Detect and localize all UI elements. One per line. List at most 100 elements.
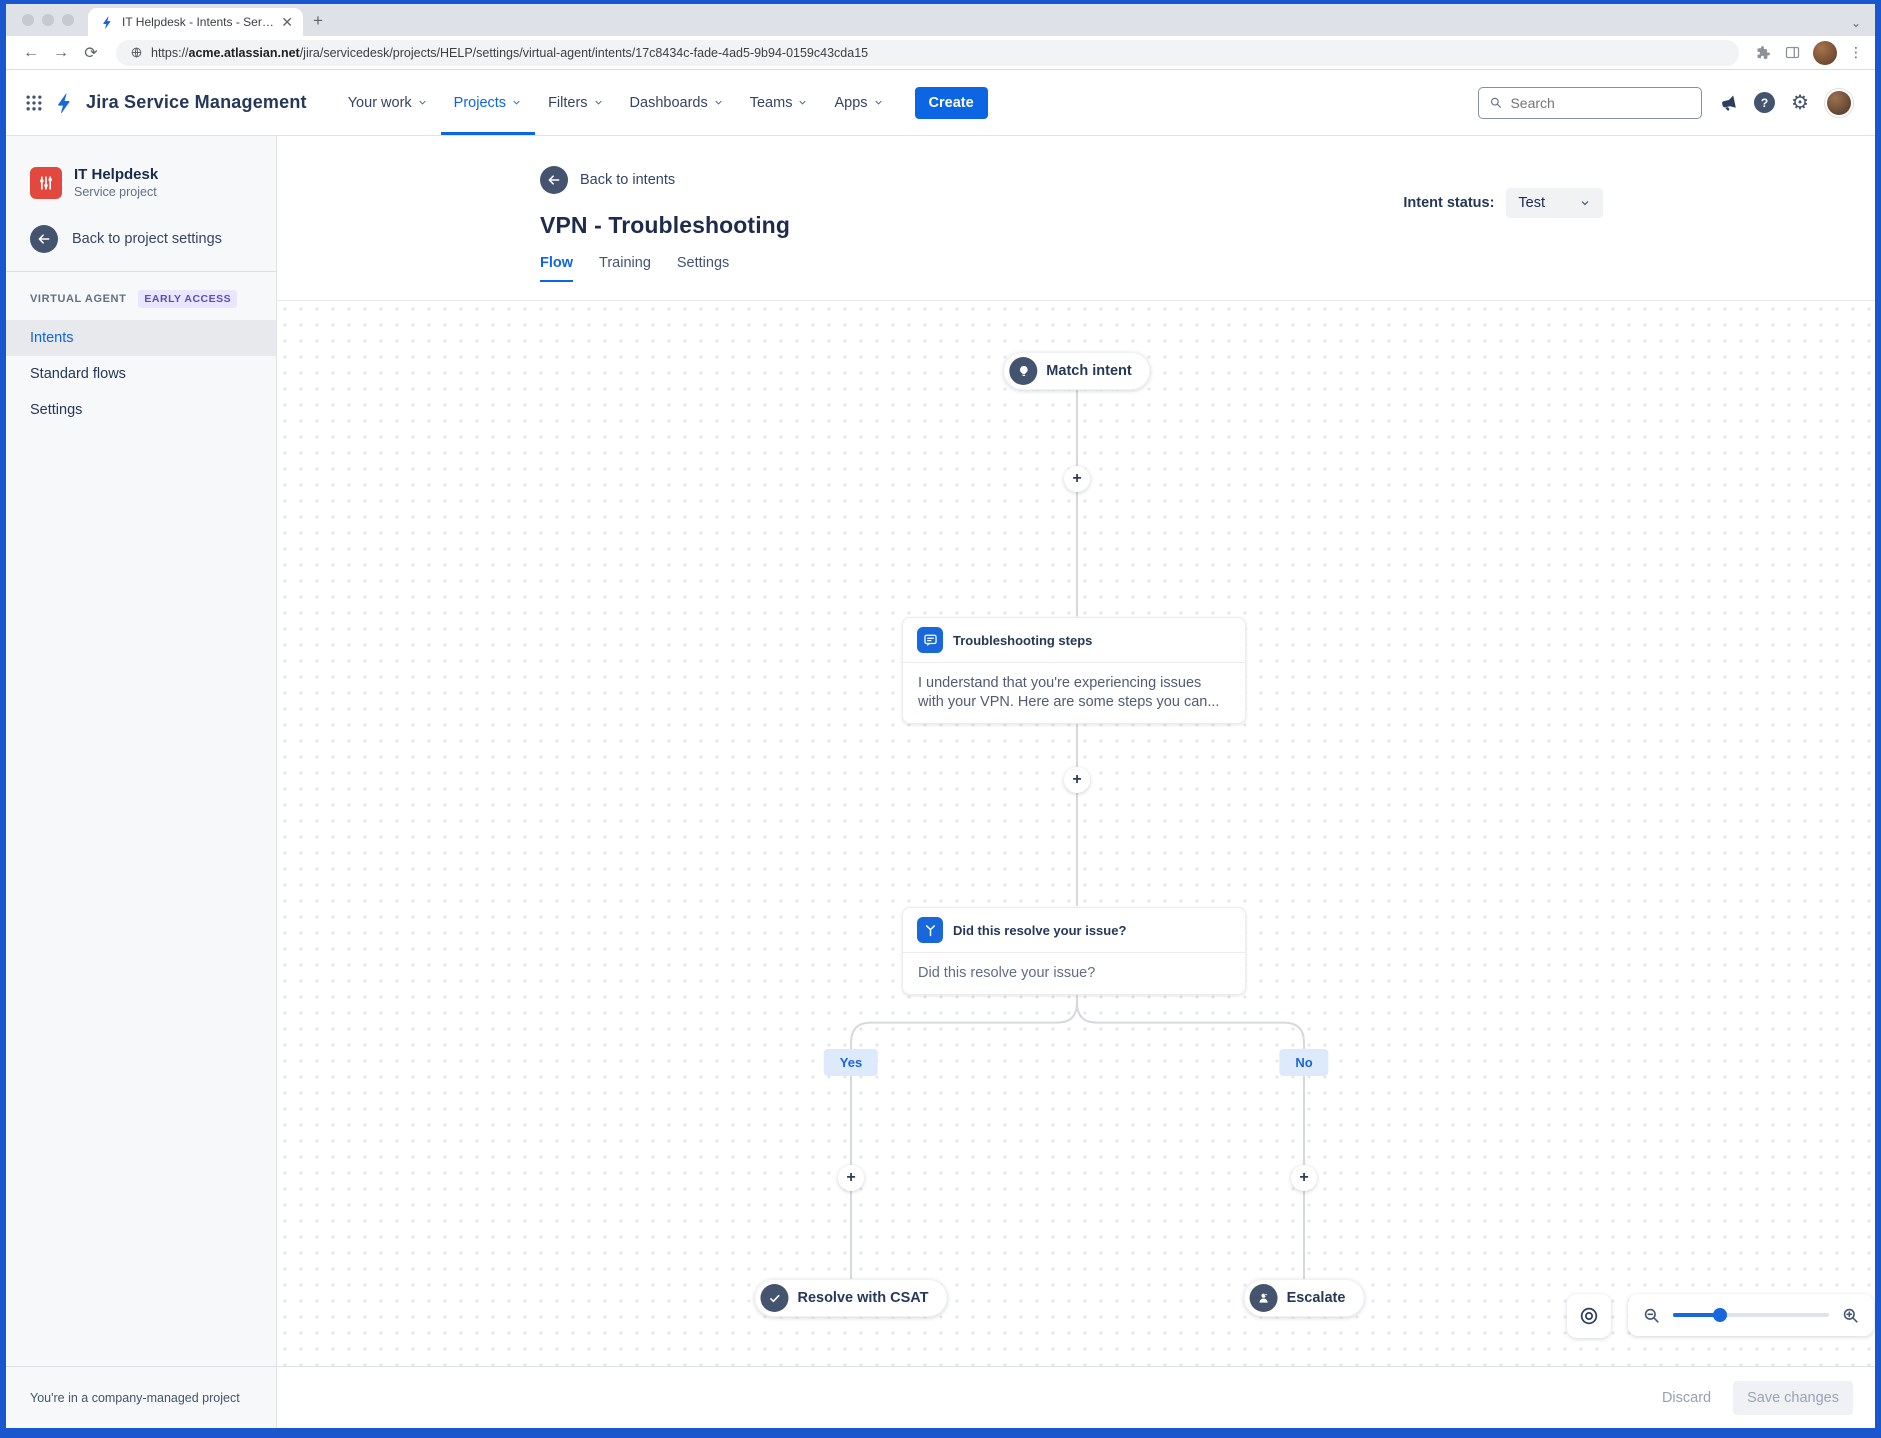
nav-your-work[interactable]: Your work (335, 70, 441, 135)
tab-training[interactable]: Training (599, 255, 651, 271)
tab-close-icon[interactable]: ✕ (281, 14, 293, 30)
jira-logo-icon (58, 93, 70, 113)
add-step-button[interactable]: + (1064, 767, 1090, 793)
tab-search-chevron-icon[interactable]: ⌄ (1850, 16, 1861, 30)
chevron-down-icon (715, 100, 722, 105)
favicon-jira-icon (103, 16, 111, 29)
create-button[interactable]: Create (914, 86, 988, 119)
globe-icon (131, 47, 142, 58)
chevron-down-icon (874, 100, 882, 105)
settings-gear-icon[interactable]: ⚙ (1791, 91, 1809, 114)
tab-flow[interactable]: Flow (540, 255, 574, 282)
search-icon (1491, 97, 1502, 108)
tab-settings[interactable]: Settings (676, 255, 730, 271)
card-title: Troubleshooting steps (953, 632, 1093, 648)
save-bar: Discard Save changes (277, 1366, 1875, 1428)
project-sidebar: IT Helpdesk Service project Back to proj… (6, 136, 277, 1428)
toolbar-actions: ⋮ (1751, 40, 1863, 65)
chevron-down-icon (1581, 201, 1589, 206)
nav-teams[interactable]: Teams (737, 70, 822, 135)
nav-apps[interactable]: Apps (821, 70, 896, 135)
discard-button[interactable]: Discard (1650, 1381, 1723, 1415)
branch-icon (917, 917, 943, 943)
app-header: Jira Service Management Your work Projec… (6, 70, 1875, 136)
arrow-left-icon (540, 166, 568, 194)
zoom-slider[interactable] (1673, 1308, 1829, 1322)
back-to-project-settings-link[interactable]: Back to project settings (6, 217, 276, 271)
add-step-button[interactable]: + (1064, 466, 1090, 492)
browser-menu-icon[interactable]: ⋮ (1849, 44, 1863, 60)
chevron-down-icon (419, 100, 426, 105)
chevron-down-icon (513, 100, 520, 105)
window-close-button[interactable] (22, 14, 34, 26)
browser-profile-avatar[interactable] (1813, 40, 1837, 65)
nav-projects[interactable]: Projects (440, 70, 536, 135)
add-step-button[interactable]: + (1291, 1165, 1317, 1191)
node-match-intent[interactable]: Match intent (1003, 352, 1151, 390)
node-troubleshooting-steps[interactable]: Troubleshooting steps I understand that … (902, 617, 1246, 725)
intent-status: Intent status: Test (1403, 188, 1603, 218)
save-changes-button[interactable]: Save changes (1733, 1380, 1853, 1415)
tab-title: IT Helpdesk - Intents - Service (122, 15, 275, 29)
sidebar-item-settings[interactable]: Settings (30, 402, 83, 418)
back-icon[interactable]: ← (23, 43, 39, 61)
project-managed-note: You're in a company-managed project (6, 1366, 276, 1428)
user-avatar[interactable] (1825, 88, 1853, 117)
project-type: Service project (74, 185, 157, 199)
product-name[interactable]: Jira Service Management (86, 92, 307, 112)
global-search[interactable] (1478, 86, 1703, 119)
zoom-in-icon[interactable] (1841, 1306, 1860, 1325)
side-panel-icon[interactable] (1784, 44, 1801, 61)
header-actions: ? ⚙ (1478, 86, 1853, 119)
add-step-button[interactable]: + (838, 1165, 864, 1191)
zoom-out-icon[interactable] (1642, 1306, 1661, 1325)
flow-connectors (850, 388, 1305, 1280)
virtual-agent-section-header: VIRTUAL AGENT EARLY ACCESS (6, 290, 276, 320)
project-name: IT Helpdesk (74, 166, 159, 183)
branch-label-yes[interactable]: Yes (823, 1049, 879, 1076)
chevron-down-icon (799, 100, 807, 105)
section-label: VIRTUAL AGENT (30, 293, 127, 305)
browser-tab[interactable]: IT Helpdesk - Intents - Service ✕ (88, 8, 303, 36)
help-icon[interactable]: ? (1754, 92, 1776, 113)
window-minimize-button[interactable] (42, 14, 54, 26)
node-label: Escalate (1286, 1290, 1346, 1306)
url-text: https://acme.atlassian.net/jira/serviced… (151, 45, 869, 60)
node-label: Match intent (1046, 363, 1132, 379)
browser-tabstrip: IT Helpdesk - Intents - Service ✕ + ⌄ (6, 4, 1875, 36)
nav-filters[interactable]: Filters (535, 70, 616, 135)
search-input[interactable] (1510, 94, 1692, 111)
agent-person-icon (1249, 1284, 1278, 1312)
node-escalate[interactable]: Escalate (1243, 1279, 1365, 1317)
zoom-slider-knob[interactable] (1712, 1308, 1727, 1322)
project-info: IT Helpdesk Service project (6, 156, 276, 217)
forward-icon[interactable]: → (53, 43, 69, 61)
flow-canvas[interactable]: Match intent + Troubleshooting steps I u… (277, 300, 1875, 1366)
app-switcher-icon[interactable] (24, 93, 44, 113)
page-title: VPN - Troubleshooting (540, 212, 790, 238)
check-icon (760, 1284, 789, 1312)
project-avatar-icon (30, 166, 62, 199)
megaphone-icon[interactable] (1718, 93, 1738, 113)
branch-label-no[interactable]: No (1279, 1049, 1329, 1076)
card-title: Did this resolve your issue? (953, 922, 1127, 938)
extensions-puzzle-icon[interactable] (1755, 44, 1772, 61)
recenter-button[interactable] (1567, 1294, 1611, 1338)
zoom-controls (1628, 1294, 1874, 1336)
new-tab-button[interactable]: + (313, 11, 323, 30)
nav-dashboards[interactable]: Dashboards (617, 70, 737, 135)
reload-icon[interactable]: ⟳ (84, 44, 98, 62)
window-controls (6, 4, 88, 36)
node-resolve-with-csat[interactable]: Resolve with CSAT (754, 1279, 948, 1317)
node-did-this-resolve[interactable]: Did this resolve your issue? Did this re… (902, 907, 1246, 996)
address-bar[interactable]: https://acme.atlassian.net/jira/serviced… (116, 39, 1739, 66)
primary-nav: Your work Projects Filters Dashboards Te… (335, 70, 897, 135)
intent-status-select[interactable]: Test (1506, 188, 1603, 218)
window-zoom-button[interactable] (62, 14, 74, 26)
sidebar-item-standard-flows[interactable]: Standard flows (30, 366, 126, 382)
message-icon (917, 627, 943, 653)
sidebar-item-intents[interactable]: Intents (6, 320, 276, 356)
lightbulb-icon (1009, 357, 1038, 385)
back-to-intents-link[interactable]: Back to intents (540, 166, 675, 194)
